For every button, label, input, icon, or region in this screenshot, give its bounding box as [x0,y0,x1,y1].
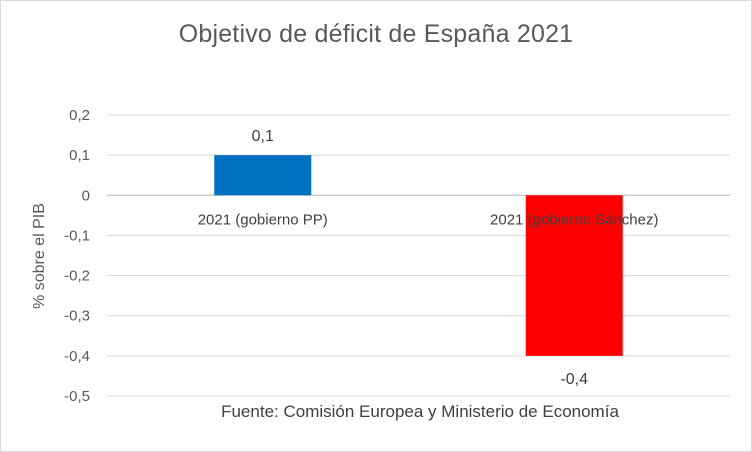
category-label: 2021 (gobierno PP) [198,211,328,228]
y-tick-label: -0,3 [64,308,90,325]
bar [525,195,623,356]
data-label: 0,1 [252,128,274,145]
y-tick-label: 0,1 [69,147,90,164]
y-tick-label: -0,2 [64,268,90,285]
chart-title: Objetivo de déficit de España 2021 [178,20,574,48]
y-tick-label: -0,4 [64,348,90,365]
y-tick-label: -0,5 [64,388,90,405]
data-label: -0,4 [560,371,588,388]
y-tick-label: 0,2 [69,107,90,124]
bar [214,155,312,196]
category-label: 2021 (gobierno Sánchez) [490,211,658,228]
y-tick-label: -0,1 [64,227,90,244]
source-note: Fuente: Comisión Europea y Ministerio de… [221,402,619,421]
y-tick-label: 0 [82,187,90,204]
